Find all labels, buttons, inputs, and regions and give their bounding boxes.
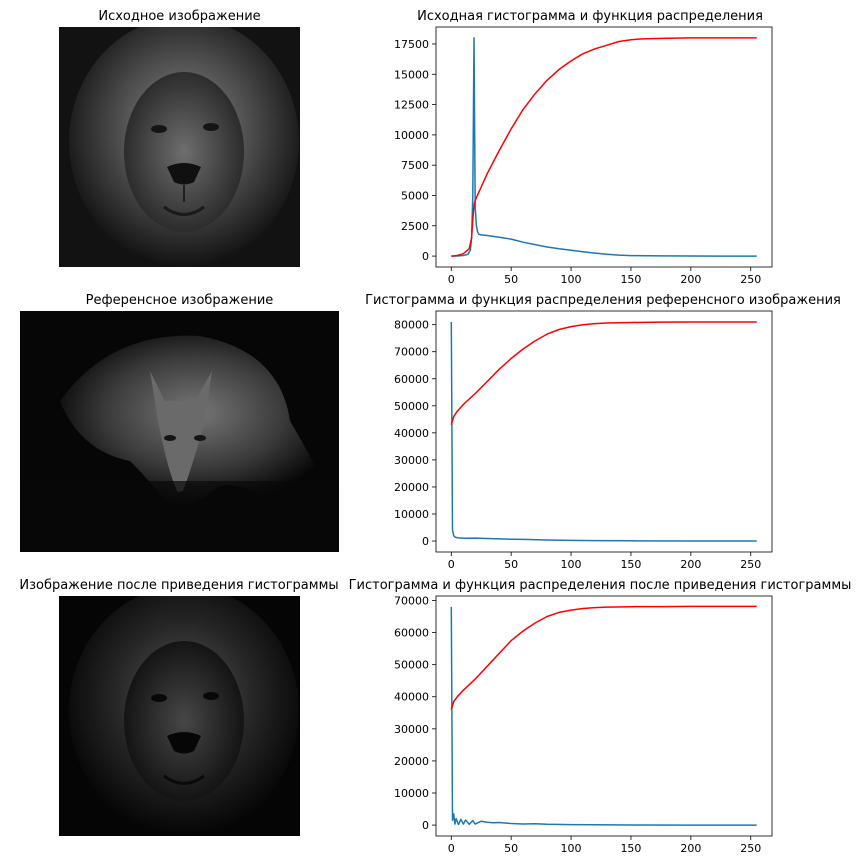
y-tick-label: 17500 bbox=[394, 38, 429, 51]
y-tick-label: 12500 bbox=[394, 99, 429, 112]
image-title-source: Исходное изображение bbox=[98, 9, 261, 24]
lion-image-art bbox=[69, 27, 299, 267]
x-tick-label: 200 bbox=[680, 558, 701, 571]
x-tick-label: 100 bbox=[561, 558, 582, 571]
cdf-line-2 bbox=[450, 605, 757, 710]
y-tick-label: 20000 bbox=[394, 755, 429, 768]
y-tick-label: 5000 bbox=[401, 189, 429, 202]
y-tick-label: 60000 bbox=[394, 373, 429, 386]
y-tick-label: 60000 bbox=[394, 627, 429, 640]
plot-frame-0 bbox=[435, 26, 773, 268]
reference-wolf-image bbox=[20, 311, 339, 552]
chart-title-matched: Гистограмма и функция распределения посл… bbox=[348, 578, 852, 593]
y-tick-label: 10000 bbox=[394, 508, 429, 521]
x-tick-label: 250 bbox=[740, 273, 761, 286]
y-tick-label: 10000 bbox=[394, 129, 429, 142]
plot-frame-1 bbox=[435, 310, 773, 553]
matched-lion-image-art bbox=[69, 596, 299, 836]
wolf-image-art bbox=[20, 335, 339, 552]
chart-title-reference: Гистограмма и функция распределения рефе… bbox=[365, 293, 841, 308]
x-tick-label: 100 bbox=[561, 273, 582, 286]
image-title-matched: Изображение после приведения гистограммы bbox=[19, 578, 339, 593]
x-tick-label: 250 bbox=[740, 558, 761, 571]
y-tick-label: 7500 bbox=[401, 159, 429, 172]
x-tick-label: 50 bbox=[504, 842, 518, 855]
source-lion-image bbox=[59, 27, 300, 267]
x-tick-label: 150 bbox=[620, 273, 641, 286]
x-tick-label: 250 bbox=[740, 842, 761, 855]
y-tick-label: 15000 bbox=[394, 68, 429, 81]
x-tick-label: 50 bbox=[504, 558, 518, 571]
histogram-line-0 bbox=[451, 37, 757, 257]
y-tick-label: 50000 bbox=[394, 400, 429, 413]
y-tick-label: 50000 bbox=[394, 659, 429, 672]
x-tick-label: 100 bbox=[561, 842, 582, 855]
y-tick-label: 20000 bbox=[394, 481, 429, 494]
y-tick-label: 0 bbox=[422, 250, 429, 263]
y-tick-label: 70000 bbox=[394, 346, 429, 359]
y-tick-label: 10000 bbox=[394, 787, 429, 800]
histogram-line-1 bbox=[450, 321, 757, 542]
y-tick-label: 0 bbox=[422, 535, 429, 548]
y-tick-label: 40000 bbox=[394, 691, 429, 704]
x-tick-label: 200 bbox=[680, 842, 701, 855]
y-tick-label: 30000 bbox=[394, 454, 429, 467]
y-tick-label: 80000 bbox=[394, 319, 429, 332]
plot-frame-2 bbox=[435, 595, 773, 837]
cdf-line-1 bbox=[450, 321, 757, 425]
matched-lion-image bbox=[59, 596, 300, 836]
y-tick-label: 0 bbox=[422, 819, 429, 832]
x-tick-label: 0 bbox=[448, 273, 455, 286]
x-tick-label: 0 bbox=[448, 842, 455, 855]
y-tick-label: 2500 bbox=[401, 220, 429, 233]
x-tick-label: 150 bbox=[620, 558, 641, 571]
x-tick-label: 0 bbox=[448, 558, 455, 571]
x-tick-label: 50 bbox=[504, 273, 518, 286]
x-tick-label: 150 bbox=[620, 842, 641, 855]
histogram-line-2 bbox=[450, 606, 757, 826]
y-tick-label: 30000 bbox=[394, 723, 429, 736]
x-tick-label: 200 bbox=[680, 273, 701, 286]
cdf-line-0 bbox=[451, 37, 757, 257]
y-tick-label: 70000 bbox=[394, 594, 429, 607]
chart-title-source: Исходная гистограмма и функция распредел… bbox=[417, 9, 763, 24]
y-tick-label: 40000 bbox=[394, 427, 429, 440]
image-title-reference: Референсное изображение bbox=[85, 293, 274, 308]
